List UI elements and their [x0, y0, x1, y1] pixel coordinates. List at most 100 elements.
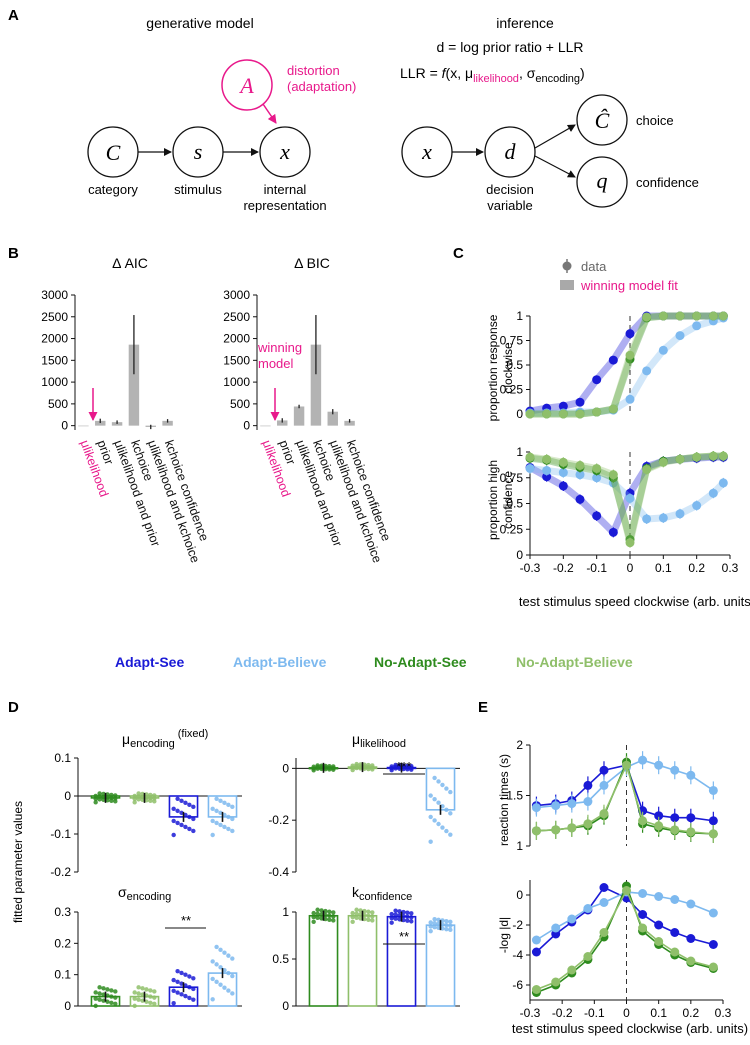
x-tick-label: 0.2: [688, 561, 705, 575]
subject-point: [144, 999, 149, 1004]
data-point: [608, 527, 618, 537]
y-tick-label: 2000: [223, 332, 250, 346]
equation-d: d = log prior ratio + LLR: [436, 39, 583, 55]
subject-point: [171, 1001, 176, 1006]
data-point: [622, 760, 631, 770]
c-top-ylabel-1: proportion response: [486, 314, 500, 421]
d-title-mu-enc: μencoding(fixed): [122, 728, 208, 750]
subject-point: [230, 991, 235, 996]
subject-point: [323, 908, 328, 914]
data-point: [708, 908, 718, 918]
y-tick-label: -0.1: [50, 827, 71, 841]
subject-point: [93, 1003, 98, 1009]
subject-point: [101, 986, 106, 991]
subject-point: [389, 915, 394, 921]
subject-point: [323, 912, 328, 918]
subject-point: [370, 910, 375, 915]
subject-point: [409, 767, 414, 772]
sig-sig-enc: **: [181, 913, 191, 928]
data-point: [599, 809, 609, 819]
data-point: [567, 799, 577, 809]
subject-point: [440, 782, 445, 788]
subject-point: [93, 990, 98, 995]
subject-point: [362, 916, 367, 922]
data-point: [642, 514, 652, 524]
y-tick-label: 1500: [223, 353, 250, 367]
panel-b: B Δ AIC Δ BIC 050010001500200025003000μl…: [8, 245, 393, 565]
data-point: [567, 823, 577, 833]
subject-point: [401, 913, 406, 919]
d-title-mu-lik: μlikelihood: [352, 731, 406, 750]
subject-point: [358, 912, 363, 917]
panel-e-label: E: [478, 699, 488, 716]
subject-point: [144, 987, 149, 992]
subject-point: [210, 806, 215, 812]
x-tick-label: -0.3: [520, 1006, 541, 1020]
node-chat-circle: [576, 94, 628, 146]
subject-point: [405, 767, 410, 772]
subject-point: [136, 997, 141, 1002]
subject-point: [144, 993, 149, 998]
aic-chart: 050010001500200025003000μlikelihoodprior…: [41, 288, 211, 565]
y-tick-label: 1: [516, 839, 523, 853]
subject-point: [432, 916, 437, 922]
data-point: [599, 928, 609, 937]
data-point: [608, 470, 618, 480]
subject-point: [218, 798, 223, 804]
subject-point: [222, 824, 227, 830]
c-xlabel: test stimulus speed clockwise (arb. unit…: [519, 594, 750, 609]
node-s-label: s: [194, 139, 203, 164]
internal-label: internal: [264, 182, 307, 197]
subject-point: [113, 989, 118, 994]
subject-point: [354, 911, 359, 916]
arrow-d-confidence: [534, 155, 576, 178]
subject-point: [393, 916, 398, 921]
d-sigma-encoding-chart: 0.3 0.2 0.1 0: [54, 905, 242, 1013]
x-tick-label: 0.2: [682, 1006, 699, 1020]
subject-point: [444, 828, 449, 834]
subject-point: [230, 816, 235, 822]
subject-point: [152, 1001, 157, 1007]
subject-point: [148, 988, 153, 993]
data-point: [692, 452, 702, 462]
data-point: [658, 311, 668, 321]
subject-point: [358, 766, 363, 771]
panel-c: C data winning model fit proportion resp…: [453, 245, 750, 609]
subject-point: [101, 998, 106, 1003]
subject-point: [366, 766, 371, 772]
subject-point: [187, 826, 192, 832]
subject-point: [393, 766, 398, 771]
subject-point: [350, 765, 355, 770]
panel-d: D fitted parameter values μencoding(fixe…: [8, 699, 460, 1013]
subject-point: [97, 997, 102, 1002]
y-tick-label: 0.2: [54, 936, 71, 950]
legend-adapt-believe: Adapt-Believe: [233, 654, 327, 670]
y-tick-label: 0.1: [54, 968, 71, 982]
subject-point: [393, 912, 398, 917]
data-point: [525, 409, 535, 419]
bar: [78, 425, 89, 427]
data-point: [558, 481, 568, 491]
data-point: [638, 816, 648, 826]
subject-point: [101, 797, 106, 803]
data-point: [525, 463, 535, 473]
subject-point: [191, 804, 196, 810]
subject-point: [175, 796, 180, 802]
y-tick-label: -0.2: [268, 813, 289, 827]
subject-point: [93, 796, 98, 802]
data-point: [575, 460, 585, 470]
node-chat-label: Ĉ: [595, 108, 610, 133]
y-tick-label: 1.5: [506, 789, 523, 803]
subject-point: [175, 990, 180, 995]
subject-point: [93, 996, 98, 1001]
bar: [260, 425, 271, 427]
subject-point: [448, 919, 453, 925]
distortion-label: distortion: [287, 63, 340, 78]
sig-k-conf: **: [399, 929, 409, 944]
data-point: [608, 355, 618, 365]
subject-point: [132, 800, 137, 805]
x-tick-label: 0.1: [655, 561, 672, 575]
subject-point: [428, 814, 433, 820]
subject-point: [140, 797, 145, 803]
data-point: [718, 478, 728, 488]
